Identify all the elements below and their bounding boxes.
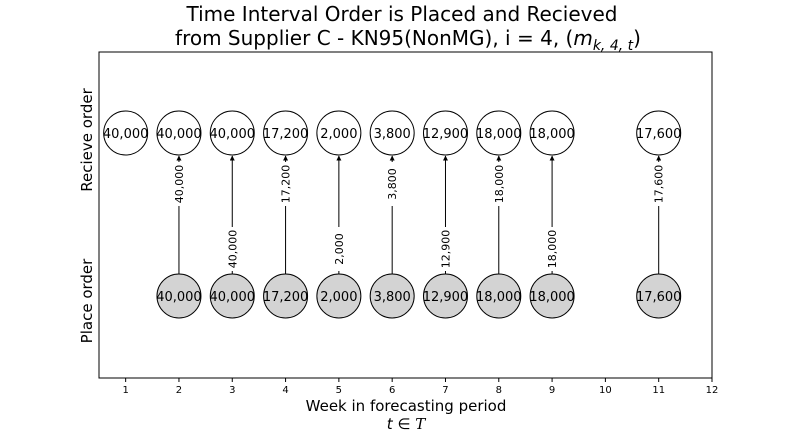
- place-order-node-label: 2,000: [320, 290, 357, 305]
- x-tick-label: 8: [496, 385, 502, 396]
- place-order-node-label: 17,200: [263, 290, 309, 305]
- x-tick-label: 5: [336, 385, 342, 396]
- receive-order-node-circle: [316, 110, 362, 156]
- title-line2-prefix: from Supplier C - KN95(NonMG), i = 4, (: [175, 26, 573, 50]
- receive-order-node-label: 18,000: [529, 127, 575, 142]
- arrow-label-bg: [171, 162, 186, 206]
- arrow-label: 18,000: [546, 230, 559, 269]
- title-math-sub: k, 4, t: [593, 38, 634, 54]
- place-order-node-label: 3,800: [374, 290, 411, 305]
- arrow-label: 17,200: [280, 165, 293, 204]
- place-order-node-label: 12,900: [423, 290, 469, 305]
- arrow-label: 40,000: [226, 230, 239, 269]
- chart-title-line1: Time Interval Order is Placed and Reciev…: [186, 2, 618, 26]
- place-order-node-circle: [422, 273, 468, 319]
- arrows-layer: 40,000 40,000 17,200 2,000 3,800 12,900 18,000…: [171, 155, 666, 274]
- receive-order-node-label: 40,000: [103, 127, 149, 142]
- place-order-node-circle: [369, 273, 415, 319]
- arrow-label: 17,600: [653, 165, 666, 204]
- receive-order-node-label: 2,000: [320, 127, 357, 142]
- receive-order-node-label: 17,600: [636, 127, 682, 142]
- place-order-node-label: 40,000: [156, 290, 202, 305]
- place-order-node-circle: [636, 273, 682, 319]
- title-math-base: m: [573, 26, 592, 50]
- receive-order-node-circle: [369, 110, 415, 156]
- chart-title-line2: from Supplier C - KN95(NonMG), i = 4, (m…: [175, 26, 641, 54]
- ylabel-place-order: Place order: [78, 258, 96, 343]
- ylabel-receive-order: Recieve order: [78, 87, 96, 191]
- place-order-node-label: 18,000: [529, 290, 575, 305]
- x-tick-label: 10: [599, 385, 612, 396]
- receive-order-node-label: 18,000: [476, 127, 522, 142]
- receive-order-node-label: 40,000: [210, 127, 256, 142]
- x-tick-label: 1: [122, 385, 128, 396]
- nodes-layer: 40,000 40,000 40,000 17,200 2,000 3,800 12,900…: [103, 110, 682, 319]
- arrow-label-bg: [278, 162, 293, 206]
- receive-order-node-circle: [529, 110, 575, 156]
- place-order-node-circle: [316, 273, 362, 319]
- arrow-label-bg: [651, 162, 666, 206]
- x-tick-label: 6: [389, 385, 395, 396]
- x-tick-label: 11: [652, 385, 665, 396]
- receive-order-node-circle: [476, 110, 522, 156]
- x-tick-label: 4: [282, 385, 288, 396]
- plot-frame: [98, 51, 713, 379]
- arrow-label: 2,000: [333, 233, 346, 265]
- x-tick-label: 2: [176, 385, 182, 396]
- receive-order-node-label: 17,200: [263, 127, 309, 142]
- place-order-node-circle: [209, 273, 255, 319]
- title-line2-suffix: ): [633, 26, 641, 50]
- arrow-label-bg: [438, 227, 453, 271]
- x-tick-label: 12: [706, 385, 719, 396]
- arrow-label: 3,800: [386, 168, 399, 200]
- receive-order-node-circle: [103, 110, 149, 156]
- place-order-node-circle: [156, 273, 202, 319]
- place-order-node-circle: [529, 273, 575, 319]
- xlabel-math-script: T: [415, 415, 426, 432]
- arrow-label: 12,900: [439, 230, 452, 269]
- arrow-label-bg: [545, 227, 560, 271]
- receive-order-node-circle: [636, 110, 682, 156]
- x-tick-label: 7: [442, 385, 448, 396]
- receive-order-node-circle: [263, 110, 309, 156]
- receive-order-node-label: 40,000: [156, 127, 202, 142]
- place-order-node-label: 40,000: [210, 290, 256, 305]
- arrow-label-bg: [225, 227, 240, 271]
- receive-order-node-circle: [422, 110, 468, 156]
- arrow-label-bg: [491, 162, 506, 206]
- arrow-label-bg: [385, 162, 400, 206]
- x-axis-ticks: 1 2 3 4 5 6 7 8 9 10 11 12: [122, 378, 718, 396]
- place-order-node-label: 18,000: [476, 290, 522, 305]
- x-tick-label: 9: [549, 385, 555, 396]
- arrow-label: 18,000: [493, 165, 506, 204]
- arrow-label: 40,000: [173, 165, 186, 204]
- xlabel-math: t ∈ T: [387, 415, 426, 432]
- x-tick-label: 3: [229, 385, 235, 396]
- receive-order-node-label: 12,900: [423, 127, 469, 142]
- receive-order-node-circle: [209, 110, 255, 156]
- arrow-label-bg: [331, 227, 346, 271]
- place-order-node-circle: [476, 273, 522, 319]
- receive-order-node-circle: [156, 110, 202, 156]
- place-order-node-label: 17,600: [636, 290, 682, 305]
- xlabel-math-main: t ∈: [387, 415, 415, 432]
- receive-order-node-label: 3,800: [374, 127, 411, 142]
- xlabel: Week in forecasting period: [306, 397, 507, 415]
- place-order-node-circle: [263, 273, 309, 319]
